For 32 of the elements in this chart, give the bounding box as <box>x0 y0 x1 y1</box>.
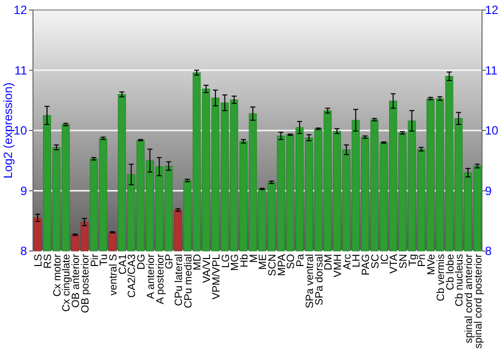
y2-tick-label: 10 <box>485 124 499 138</box>
y-tick-label: 8 <box>20 244 28 258</box>
y2-tick-label: 11 <box>485 63 498 78</box>
y2-tick-label: 8 <box>485 244 492 258</box>
x-tick-label: Tg <box>406 254 419 266</box>
x-tick-label: ME <box>257 254 270 270</box>
x-tick-label: Pn <box>416 254 428 267</box>
y-tick-label: 10 <box>14 124 28 138</box>
y-tick-label: 11 <box>14 63 28 78</box>
x-tick-label: A posterior <box>154 254 166 304</box>
x-tick-label: LS <box>32 254 45 267</box>
x-tick-label: spinal cord posterior <box>472 253 484 349</box>
x-tick-label: SPa dorsal <box>313 254 326 306</box>
y-tick-label: 9 <box>20 184 28 198</box>
x-tick-label: IC <box>378 254 391 264</box>
x-tick-label: DM <box>322 254 335 270</box>
x-tick-label: SO <box>285 254 298 270</box>
x-tick-label: CA2/CA3 <box>126 254 138 298</box>
x-tick-label: M <box>248 254 260 263</box>
x-tick-label: LH <box>350 254 363 268</box>
x-tick-label: MD <box>192 254 204 270</box>
x-tick-label: Cx cingulate <box>60 254 73 312</box>
x-tick-label: Tu <box>98 254 110 266</box>
x-tick-label: Pir <box>88 254 101 267</box>
x-tick-label: LG <box>220 254 232 268</box>
y2-tick-label: 12 <box>485 3 499 18</box>
y2-tick-label: 9 <box>485 184 492 198</box>
x-tick-label: Hb <box>238 254 250 268</box>
y-axis-title: Log2 (expression) <box>1 82 15 179</box>
y-tick-label: 12 <box>14 3 28 18</box>
x-tick-label: Cb lobe <box>444 254 456 290</box>
x-tick-label: CPu medial <box>182 254 194 308</box>
